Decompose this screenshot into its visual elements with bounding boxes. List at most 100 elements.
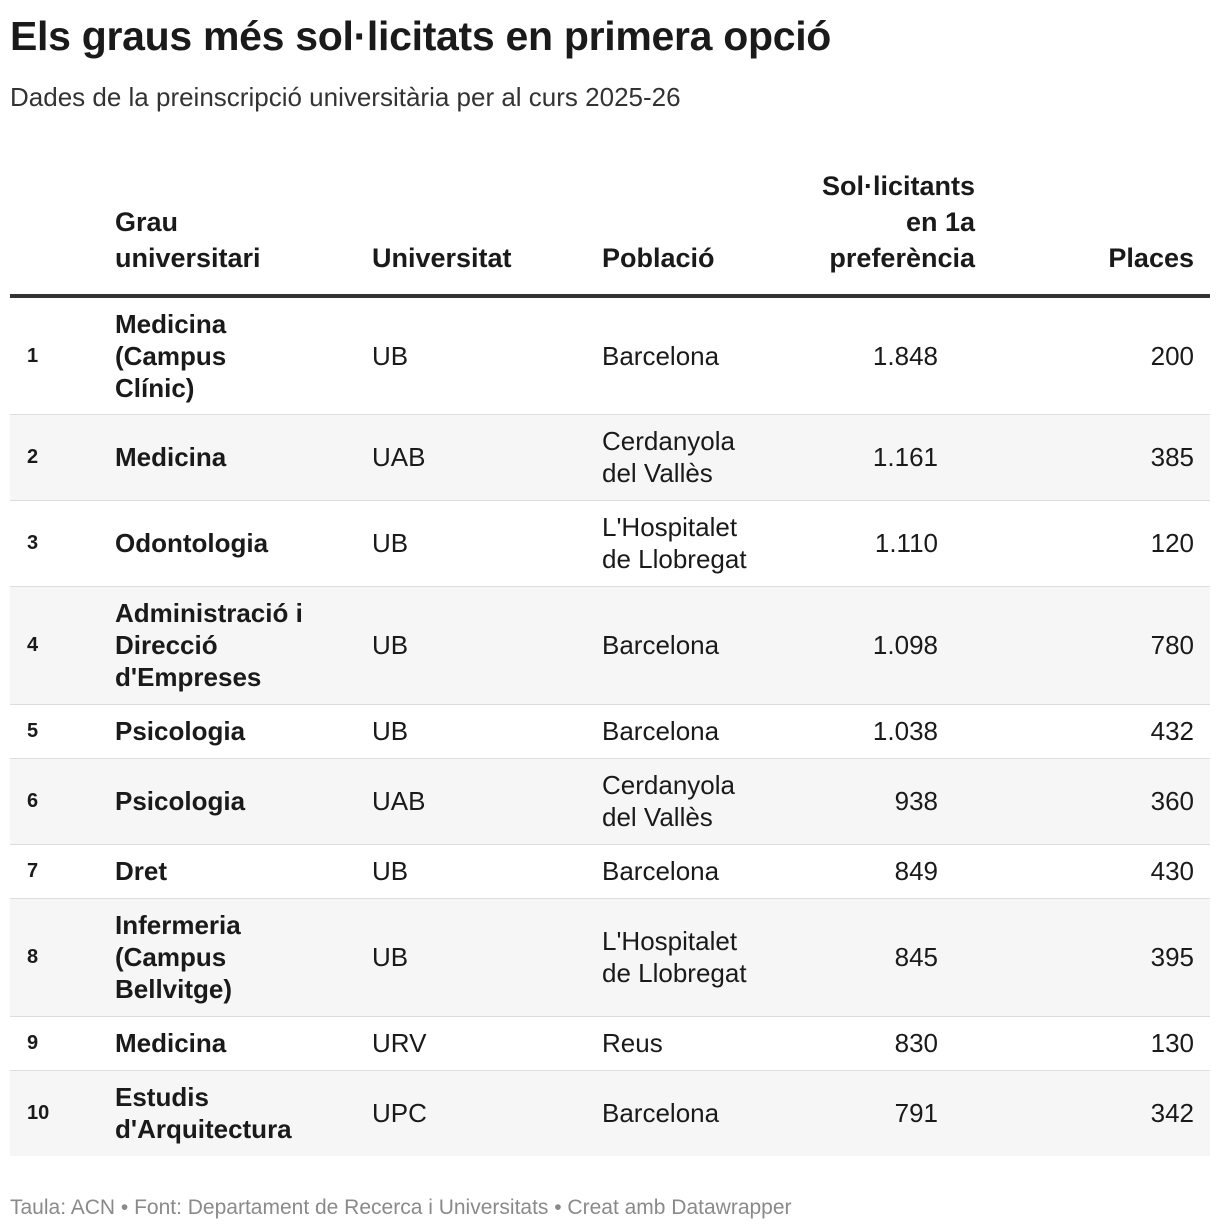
places-cell-text: 200 — [1150, 340, 1194, 371]
universitat-cell-text: UB — [372, 630, 409, 660]
table-row: 4 Administració i Direcció d'Empreses UB Ba… — [10, 586, 1210, 705]
rank-cell-text: 10 — [27, 1102, 50, 1125]
solicitants-cell: 1.848 — [802, 296, 975, 415]
rank-cell: 5 — [10, 704, 115, 759]
header-solicitants-label: Sol·licitants en 1a preferència — [821, 171, 975, 273]
universitat-cell: UB — [372, 586, 602, 705]
table-row: 7 Dret UB Barcelona 849 430 — [10, 844, 1210, 899]
places-cell: 360 — [975, 758, 1210, 845]
rank-cell-text: 9 — [27, 1032, 39, 1054]
poblacio-cell: Barcelona — [602, 844, 802, 899]
universitat-cell-text: UB — [372, 856, 409, 886]
grau-cell-text: Infermeria (Campus Bellvitge) — [115, 910, 241, 1004]
grau-cell: Medicina — [115, 414, 372, 501]
universitat-cell-text: UAB — [372, 786, 426, 816]
poblacio-cell: Cerdanyola del Vallès — [602, 758, 802, 845]
solicitants-cell-text: 845 — [894, 942, 938, 972]
universitat-cell: UB — [372, 500, 602, 587]
poblacio-cell: Barcelona — [602, 586, 802, 705]
places-cell: 130 — [975, 1016, 1210, 1071]
universitat-cell-text: UB — [372, 942, 409, 972]
poblacio-cell-text: L'Hospitalet de Llobregat — [602, 512, 747, 574]
universitat-cell: UPC — [372, 1070, 602, 1156]
places-cell: 385 — [975, 414, 1210, 501]
solicitants-cell: 830 — [802, 1016, 975, 1071]
poblacio-cell-text: Barcelona — [602, 856, 720, 886]
rank-cell: 6 — [10, 758, 115, 845]
solicitants-cell: 791 — [802, 1070, 975, 1156]
universitat-cell-text: UB — [372, 528, 409, 558]
header-grau: Grau universitari — [115, 168, 372, 298]
chart-subtitle: Dades de la preinscripció universitària … — [10, 82, 681, 112]
rank-cell-text: 4 — [27, 634, 39, 656]
solicitants-cell: 1.110 — [802, 500, 975, 587]
poblacio-cell-text: Cerdanyola del Vallès — [602, 770, 735, 832]
rank-cell: 4 — [10, 586, 115, 705]
table-row: 3 Odontologia UB L'Hospitalet de Llobregat 1… — [10, 500, 1210, 587]
solicitants-cell-text: 1.038 — [872, 716, 938, 746]
grau-cell: Psicologia — [115, 704, 372, 759]
grau-cell: Estudis d'Arquitectura — [115, 1070, 372, 1156]
grau-cell-text: Administració i Direcció d'Empreses — [115, 598, 303, 692]
grau-cell-text: Medicina (Campus Clínic) — [115, 308, 227, 403]
solicitants-cell: 849 — [802, 844, 975, 899]
poblacio-cell-text: L'Hospitalet de Llobregat — [602, 926, 747, 988]
grau-cell-text: Odontologia — [115, 528, 269, 558]
rank-cell-text: 1 — [27, 344, 39, 367]
solicitants-cell: 1.098 — [802, 586, 975, 705]
solicitants-cell-text: 791 — [894, 1098, 938, 1129]
solicitants-cell: 845 — [802, 898, 975, 1017]
table-row: 2 Medicina UAB Cerdanyola del Vallès 1.161 38… — [10, 414, 1210, 501]
poblacio-cell: Reus — [602, 1016, 802, 1071]
universitat-cell-text: UB — [372, 716, 409, 746]
places-cell-text: 385 — [1150, 442, 1194, 472]
grau-cell-text: Dret — [115, 856, 168, 886]
solicitants-cell-text: 1.161 — [872, 442, 938, 472]
universitat-cell: UAB — [372, 758, 602, 845]
poblacio-cell: Barcelona — [602, 1070, 802, 1156]
rank-cell-text: 8 — [27, 946, 39, 968]
poblacio-cell-text: Barcelona — [602, 630, 720, 660]
places-cell-text: 360 — [1150, 786, 1194, 816]
solicitants-cell-text: 830 — [894, 1028, 938, 1058]
places-cell: 430 — [975, 844, 1210, 899]
places-cell-text: 432 — [1150, 716, 1194, 746]
poblacio-cell-text: Barcelona — [602, 1098, 720, 1129]
rank-cell: 3 — [10, 500, 115, 587]
grau-cell: Medicina (Campus Clínic) — [115, 296, 372, 415]
rank-cell: 7 — [10, 844, 115, 899]
universitat-cell: UAB — [372, 414, 602, 501]
rank-cell: 8 — [10, 898, 115, 1017]
places-cell: 395 — [975, 898, 1210, 1017]
universitat-cell: UB — [372, 898, 602, 1017]
rank-cell: 9 — [10, 1016, 115, 1071]
grau-cell: Dret — [115, 844, 372, 899]
solicitants-cell-text: 849 — [894, 856, 938, 886]
header-universitat: Universitat — [372, 168, 602, 298]
solicitants-cell-text: 938 — [894, 786, 938, 816]
solicitants-cell: 938 — [802, 758, 975, 845]
universitat-cell: UB — [372, 844, 602, 899]
poblacio-cell: L'Hospitalet de Llobregat — [602, 500, 802, 587]
table-row: 10 Estudis d'Arquitectura UPC Barcelona 791 3… — [10, 1070, 1210, 1156]
poblacio-cell-text: Barcelona — [602, 340, 720, 371]
universitat-cell-text: UPC — [372, 1098, 427, 1129]
rank-cell: 1 — [10, 296, 115, 415]
places-cell: 120 — [975, 500, 1210, 587]
poblacio-cell: L'Hospitalet de Llobregat — [602, 898, 802, 1017]
grau-cell: Administració i Direcció d'Empreses — [115, 586, 372, 705]
rank-cell: 10 — [10, 1070, 115, 1156]
rank-cell: 2 — [10, 414, 115, 501]
table-row: 9 Medicina URV Reus 830 130 — [10, 1016, 1210, 1071]
table-row: 8 Infermeria (Campus Bellvitge) UB L'Hospit… — [10, 898, 1210, 1017]
poblacio-cell-text: Reus — [602, 1028, 663, 1058]
grau-cell: Odontologia — [115, 500, 372, 587]
solicitants-cell: 1.038 — [802, 704, 975, 759]
header-solicitants: Sol·licitants en 1a preferència — [802, 168, 975, 298]
places-cell-text: 120 — [1150, 528, 1194, 558]
header-rank — [10, 168, 115, 298]
poblacio-cell-text: Cerdanyola del Vallès — [602, 426, 735, 488]
grau-cell-text: Estudis d'Arquitectura — [115, 1082, 292, 1145]
places-cell-text: 780 — [1150, 630, 1194, 660]
